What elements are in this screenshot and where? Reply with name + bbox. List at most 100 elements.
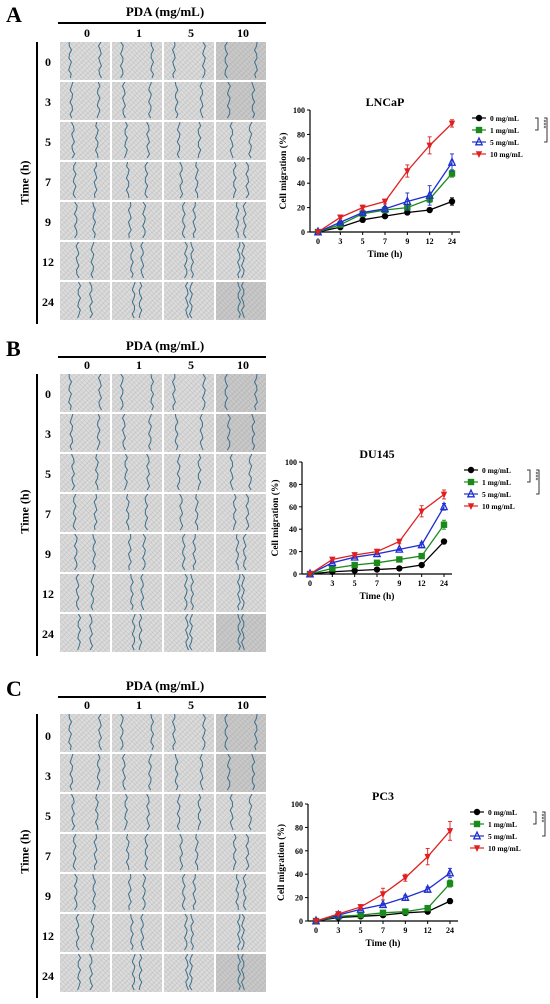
scratch-edge-line (146, 454, 151, 491)
data-point (446, 828, 454, 835)
scratch-edge-line (97, 42, 102, 79)
row-label: 7 (45, 175, 51, 189)
micrograph-tile (216, 914, 266, 952)
scratch-edge-line (201, 374, 206, 411)
micrograph-tile (216, 534, 266, 572)
x-axis-label: Time (h) (366, 938, 401, 949)
data-point (314, 229, 322, 236)
data-point (328, 557, 337, 567)
scratch-edge-line (72, 834, 77, 871)
scratch-edge-line (72, 494, 77, 531)
y-axis-label: Cell migration (%) (276, 824, 287, 901)
data-point (403, 195, 412, 205)
data-point (425, 189, 434, 199)
data-point (418, 561, 425, 569)
micrograph-tile (60, 122, 110, 160)
y-tick-label: 0 (301, 228, 305, 237)
micrograph-tile (112, 494, 162, 532)
x-tick-label: 12 (426, 237, 434, 246)
scratch-edge-line (96, 754, 101, 791)
x-tick-label: 0 (308, 579, 312, 588)
pda-header: PDA (mg/mL) (125, 678, 205, 693)
data-point (357, 904, 364, 911)
scratch-edge-line (73, 202, 78, 239)
scratch-edge-line (93, 162, 98, 199)
scratch-edge-line (140, 914, 145, 951)
scratch-edge-line (92, 874, 97, 911)
data-point (445, 867, 455, 877)
data-point (404, 168, 411, 175)
data-point (401, 892, 410, 902)
x-tick-label: 12 (424, 926, 432, 935)
scratch-edge-line (197, 454, 202, 491)
data-point (467, 478, 475, 486)
row-label: 12 (42, 587, 54, 601)
legend-label: 1 mg/mL (490, 126, 519, 135)
scratch-edge-line (150, 714, 155, 751)
data-point (473, 820, 481, 828)
data-point (446, 897, 454, 905)
micrograph-tile (164, 242, 214, 280)
micrograph-tile (112, 162, 162, 200)
micrograph-tile (216, 242, 266, 280)
x-axis-label: Time (h) (368, 249, 403, 260)
panel-a: A PDA (mg/mL) 0 1 5 10 Time (h) 0 3 5 7 … (0, 0, 550, 330)
column-label-1: 1 (136, 698, 142, 712)
x-tick-label: 5 (361, 237, 365, 246)
micrograph-tile (216, 834, 266, 872)
column-label-1: 1 (136, 358, 142, 372)
micrograph-grid (60, 714, 266, 992)
data-point (474, 136, 484, 146)
micrograph-tile (60, 614, 110, 652)
scratch-edge-line (237, 614, 242, 651)
scratch-edge-line (97, 374, 102, 411)
scratch-edge-line (242, 534, 247, 571)
pda-header-line (58, 696, 266, 698)
time-axis-title: Time (h) (17, 829, 32, 874)
scratch-edge-line (90, 574, 95, 611)
column-label-10: 10 (237, 698, 249, 712)
data-point (373, 559, 381, 566)
data-point (396, 556, 403, 563)
x-tick-label: 24 (448, 237, 456, 246)
micrograph-tile (164, 162, 214, 200)
scratch-edge-line (125, 162, 130, 199)
micrograph-tile (216, 494, 266, 532)
data-point (395, 543, 404, 553)
x-tick-label: 3 (338, 237, 342, 246)
scratch-edge-line (93, 494, 98, 531)
scratch-edge-line (251, 754, 256, 791)
micrograph-tile (60, 754, 110, 792)
data-point (404, 209, 411, 216)
migration-chart-du145: DU145 0 20 40 60 80 100 0 3 5 7 9 12 24 Time (h) Cell m… (270, 447, 542, 602)
scratch-edge-line (131, 282, 136, 319)
column-label-5: 5 (188, 26, 194, 40)
legend-label: 1 mg/mL (488, 820, 517, 829)
scratch-edge-line (131, 614, 136, 651)
column-label-1: 1 (136, 26, 142, 40)
row-label: 3 (45, 769, 51, 783)
scratch-edge-line (199, 82, 204, 119)
time-axis-line (36, 714, 38, 998)
micrograph-tile (112, 614, 162, 652)
row-label: 24 (42, 969, 54, 983)
pda-header: PDA (mg/mL) (125, 4, 205, 19)
scratch-edge-line (94, 454, 99, 491)
scratch-edge-line (127, 534, 132, 571)
legend-label: 0 mg/mL (490, 114, 519, 123)
scratch-edge-line (97, 714, 102, 751)
scratch-edge-line (226, 754, 231, 791)
micrograph-tile (164, 794, 214, 832)
panel-label: B (6, 336, 21, 361)
micrograph-tile (112, 414, 162, 452)
data-point (467, 503, 475, 510)
data-point (329, 565, 336, 572)
legend-label: 5 mg/mL (490, 138, 519, 147)
scratch-edge-line (232, 834, 237, 871)
data-point (380, 203, 390, 213)
x-tick-label: 7 (375, 579, 379, 588)
data-point (440, 521, 448, 528)
scratch-edge-line (72, 162, 77, 199)
scratch-edge-line (176, 794, 181, 831)
scratch-edge-line (194, 494, 199, 530)
